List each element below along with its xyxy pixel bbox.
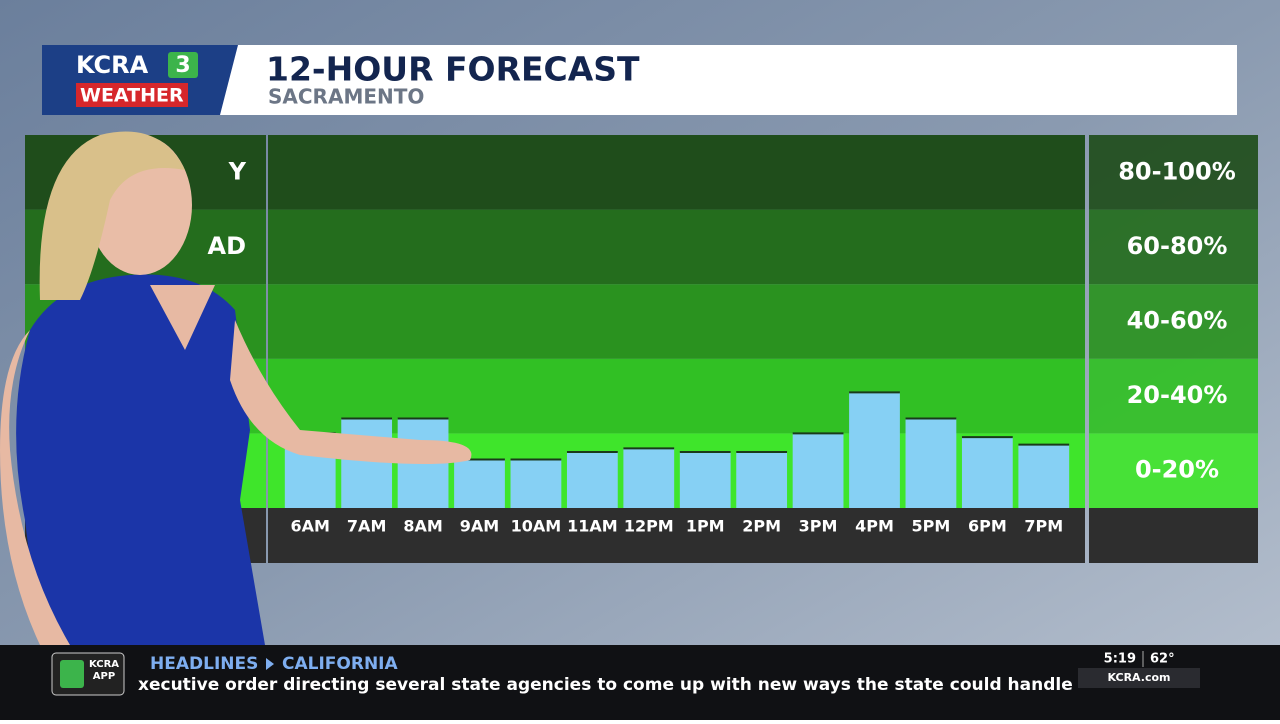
ticker-topic: CALIFORNIA <box>282 654 398 674</box>
band-side-label: Y <box>228 157 247 185</box>
logo-weather: WEATHER <box>80 85 184 107</box>
bar <box>905 418 957 508</box>
app-bottom: APP <box>93 671 115 682</box>
band-label: 80-100% <box>1118 157 1236 185</box>
bar <box>679 452 731 508</box>
x-tick-label: 10AM <box>511 517 562 536</box>
x-tick-label: 7AM <box>347 517 386 536</box>
band-label: 40-60% <box>1127 307 1228 335</box>
bar <box>341 418 393 508</box>
logo-bottom-bg <box>76 83 188 107</box>
x-tick-label: 11AM <box>567 517 618 536</box>
bar <box>736 452 788 508</box>
app-top: KCRA <box>89 659 119 670</box>
x-tick-label: 9AM <box>460 517 499 536</box>
presenter <box>0 131 472 645</box>
x-tick-label: 8AM <box>403 517 442 536</box>
band-side-label: AD <box>208 232 247 260</box>
x-tick-label: 3PM <box>799 517 838 536</box>
title-bar <box>220 45 1237 115</box>
label-row-right <box>1089 508 1258 563</box>
title: 12-HOUR FORECAST <box>266 50 640 89</box>
logo-text: KCRA <box>76 51 149 79</box>
x-tick-label: 6PM <box>968 517 1007 536</box>
band-key <box>1089 135 1258 210</box>
x-tick-label: 4PM <box>855 517 894 536</box>
label-row <box>268 508 1085 563</box>
band <box>268 209 1085 285</box>
app-logo <box>60 660 84 688</box>
band-key <box>1089 284 1258 359</box>
subtitle: SACRAMENTO <box>268 85 424 109</box>
band <box>268 135 1085 210</box>
logo-num-bg <box>168 52 198 78</box>
x-tick-label: 7PM <box>1024 517 1063 536</box>
chart: 80-100% Y 60-80% AD 40-60% 20-40% 0-20% 6AM 7AM 8… <box>25 135 1258 563</box>
logo-num: 3 <box>175 53 190 78</box>
band-key <box>1089 358 1258 434</box>
x-tick-label: 12PM <box>624 517 674 536</box>
bar <box>566 452 618 508</box>
time: 5:19 <box>1104 652 1136 667</box>
bar <box>623 448 675 508</box>
temp: 62° <box>1150 652 1175 667</box>
band-label: 20-40% <box>1127 381 1228 409</box>
ticker-section: HEADLINES <box>150 654 258 674</box>
band-label: 60-80% <box>1127 232 1228 260</box>
band-key <box>1089 433 1258 508</box>
ticker-arrow <box>266 658 274 670</box>
site-box <box>1078 668 1200 688</box>
site: KCRA.com <box>1107 671 1170 684</box>
x-tick-label: 1PM <box>686 517 725 536</box>
band <box>268 284 1085 359</box>
ticker <box>0 645 1280 720</box>
bar <box>961 437 1013 508</box>
band-key <box>1089 209 1258 285</box>
x-tick-label: 6AM <box>290 517 329 536</box>
bar <box>454 459 505 508</box>
band-label: 0-20% <box>1135 456 1219 484</box>
bar <box>1018 444 1070 508</box>
ticker-text: xecutive order directing several state a… <box>138 675 1138 695</box>
bar <box>792 433 844 508</box>
bar <box>510 459 562 508</box>
x-tick-label: 5PM <box>912 517 951 536</box>
x-tick-label: 2PM <box>742 517 781 536</box>
bar <box>849 392 900 508</box>
